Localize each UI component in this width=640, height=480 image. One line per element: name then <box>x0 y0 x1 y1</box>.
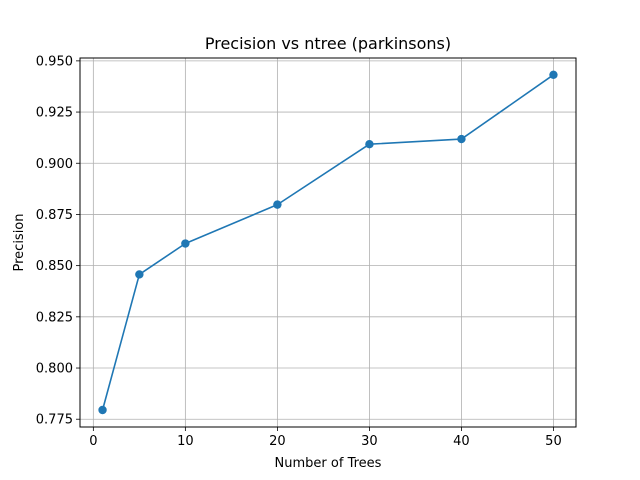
x-tick-label: 10 <box>177 434 194 449</box>
x-tick-label: 40 <box>453 434 470 449</box>
data-point <box>457 134 466 144</box>
y-tick-label: 0.950 <box>36 54 73 69</box>
chart-title: Precision vs ntree (parkinsons) <box>205 34 451 53</box>
x-axis-label: Number of Trees <box>275 456 382 471</box>
axes-frame <box>79 57 577 428</box>
data-point <box>181 239 190 248</box>
data-point <box>273 200 282 209</box>
data-point <box>365 140 374 149</box>
grid <box>80 58 576 427</box>
x-tick-label: 0 <box>89 434 97 449</box>
x-axis: 0 10 20 30 40 50 <box>89 427 562 449</box>
y-axis: 0.775 0.800 0.825 0.850 0.875 0.900 0.925 0.950 <box>36 54 80 428</box>
y-tick-label: 0.875 <box>36 208 73 223</box>
y-tick-label: 0.850 <box>36 259 73 274</box>
y-axis-label: Precision <box>12 213 27 271</box>
data-point <box>98 405 107 415</box>
y-tick-label: 0.925 <box>36 106 73 121</box>
y-tick-label: 0.900 <box>36 157 73 172</box>
y-tick-label: 0.825 <box>36 310 73 325</box>
x-tick-label: 50 <box>545 434 562 449</box>
data-point <box>135 270 144 279</box>
x-tick-label: 20 <box>269 434 286 449</box>
y-tick-label: 0.800 <box>36 362 73 377</box>
plot-area <box>98 70 558 415</box>
x-tick-label: 30 <box>361 434 378 449</box>
data-point <box>549 70 558 79</box>
y-tick-label: 0.775 <box>36 413 73 428</box>
